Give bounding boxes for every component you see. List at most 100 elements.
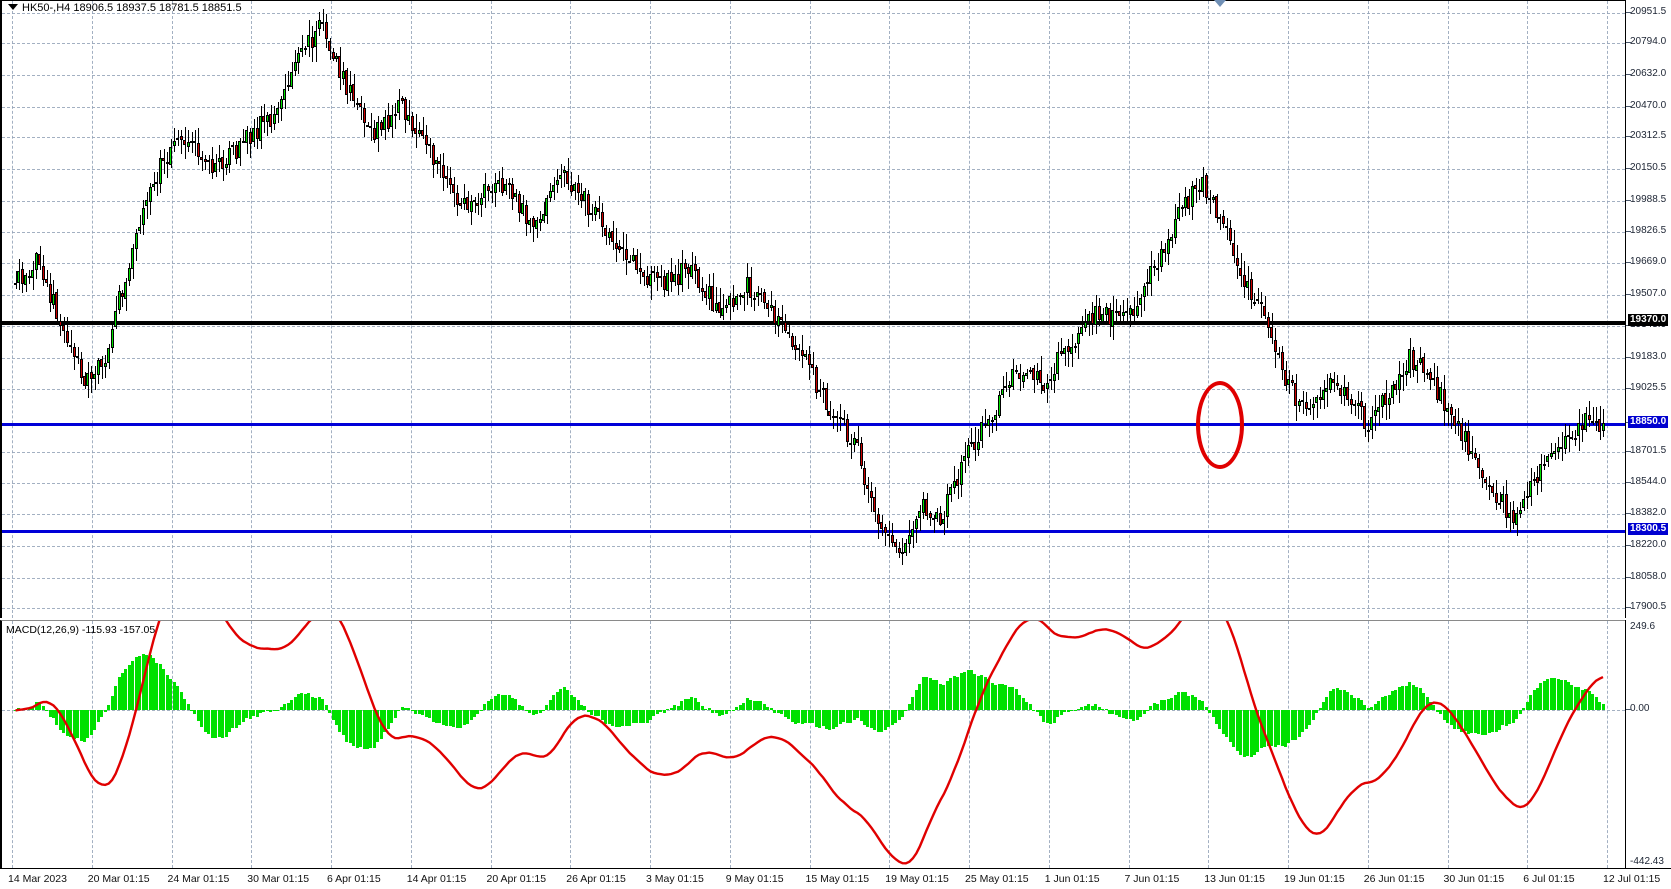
candle-body: [818, 390, 822, 393]
candle-body: [1498, 502, 1501, 505]
macd-histogram-bar: [1114, 710, 1118, 716]
macd-histogram-bar: [1370, 707, 1374, 711]
axis-tick: [1626, 168, 1631, 170]
price-axis[interactable]: 20951.5 20794.0 20632.0 20470.0 20312.5 20150…: [1625, 0, 1671, 618]
macd-signal-line: [15, 621, 1604, 865]
macd-histogram-bar: [1494, 710, 1498, 733]
macd-histogram-bar: [718, 710, 722, 716]
macd-histogram-bar: [1504, 710, 1508, 727]
macd-histogram-bar: [545, 704, 549, 711]
candle-body: [286, 85, 290, 88]
macd-histogram-bar: [459, 710, 463, 729]
candle-body: [203, 159, 207, 163]
time-axis-label: 20 Apr 01:15: [486, 873, 547, 885]
candle-body: [83, 376, 87, 386]
macd-histogram-bar: [438, 710, 442, 724]
chart-collapse-icon[interactable]: [8, 4, 18, 10]
macd-histogram-bar: [728, 709, 732, 711]
macd-histogram-bar: [548, 699, 552, 711]
grid-line: [1527, 621, 1529, 868]
candle-wick: [1178, 192, 1180, 222]
macd-histogram-bar: [1422, 692, 1426, 711]
macd-histogram-bar: [1007, 687, 1011, 711]
macd-histogram-bar: [1187, 696, 1191, 711]
candle-body: [1522, 499, 1526, 508]
macd-histogram-bar: [521, 705, 525, 711]
macd-histogram-bar: [359, 710, 363, 748]
grid-line: [1128, 621, 1130, 868]
price-chart-pane[interactable]: [0, 0, 1627, 618]
grid-line: [2, 514, 1625, 516]
candle-body: [1580, 424, 1584, 431]
candle-body: [780, 316, 784, 320]
macd-histogram-bar: [1280, 710, 1284, 746]
macd-histogram-bar: [517, 704, 521, 711]
candle-body: [1539, 464, 1543, 481]
macd-histogram-bar: [48, 710, 52, 717]
macd-histogram-bar: [738, 704, 742, 711]
candle-body: [573, 184, 577, 192]
macd-histogram-bar: [1539, 683, 1543, 711]
macd-histogram-bar: [856, 710, 860, 719]
macd-histogram-bar: [1418, 687, 1422, 711]
candle-wick: [1209, 190, 1211, 214]
candle-wick: [243, 128, 245, 144]
candle-body: [1453, 416, 1457, 427]
candle-body: [1242, 275, 1246, 288]
macd-histogram-bar: [72, 710, 76, 740]
candle-body: [1477, 458, 1481, 469]
candle-body: [1549, 452, 1553, 458]
macd-histogram-bar: [424, 710, 428, 717]
support-18300-axis-label[interactable]: 18300.5: [1628, 523, 1669, 536]
macd-histogram-bar: [1356, 698, 1360, 711]
candle-body: [752, 298, 756, 301]
candle-body: [1215, 196, 1218, 219]
candle-body: [145, 200, 149, 206]
candle-body: [1422, 356, 1426, 374]
candle-wick: [163, 148, 165, 174]
support-18300-line[interactable]: [2, 530, 1627, 534]
macd-axis: 249.6 0.00 -442.43: [1625, 620, 1671, 868]
resistance-19370-axis-label[interactable]: 19370.0: [1628, 314, 1669, 327]
candle-body: [976, 442, 980, 450]
macd-histogram-bar: [1083, 705, 1087, 711]
grid-line: [1527, 1, 1529, 618]
macd-histogram-bar: [1076, 709, 1080, 711]
candle-body: [983, 423, 987, 426]
macd-histogram-bar: [400, 706, 404, 711]
resistance-19370-line[interactable]: [2, 321, 1627, 326]
candle-body: [490, 191, 494, 194]
candle-body: [990, 420, 994, 423]
candle-body: [345, 69, 349, 95]
candle-body: [500, 177, 504, 193]
candle-wick: [156, 172, 158, 197]
candle-wick: [509, 178, 511, 200]
level-18850-axis-label[interactable]: 18850.0: [1628, 415, 1669, 428]
candle-body: [200, 156, 204, 161]
time-axis-label: 7 Jun 01:15: [1124, 873, 1180, 885]
candle-body: [1339, 387, 1343, 396]
price-axis-label: 20794.0: [1630, 36, 1667, 48]
macd-histogram-bar: [925, 677, 929, 711]
candle-body: [617, 246, 621, 250]
macd-histogram-bar: [1121, 710, 1125, 719]
candle-body: [307, 34, 311, 47]
time-axis[interactable]: 14 Mar 2023 20 Mar 01:15 24 Mar 01:15 30 Ma…: [0, 868, 1671, 889]
candle-body: [393, 114, 397, 117]
candle-body: [1045, 383, 1049, 389]
candle-body: [131, 248, 135, 269]
candle-body: [172, 141, 176, 147]
candle-body: [338, 56, 342, 78]
macd-histogram-bar: [14, 710, 17, 712]
candle-body: [1211, 196, 1215, 200]
candle-body: [252, 127, 256, 143]
macd-indicator-pane[interactable]: MACD(12,26,9) -115.93 -157.05: [0, 620, 1625, 868]
macd-histogram-bar: [134, 657, 138, 711]
price-axis-label: 18220.0: [1630, 538, 1667, 550]
macd-histogram-bar: [1125, 710, 1129, 720]
level-18850-line[interactable]: [2, 422, 1627, 426]
candle-body: [745, 277, 749, 294]
macd-histogram-bar: [1197, 699, 1201, 711]
candle-body: [100, 358, 104, 367]
candle-body: [1090, 312, 1094, 325]
